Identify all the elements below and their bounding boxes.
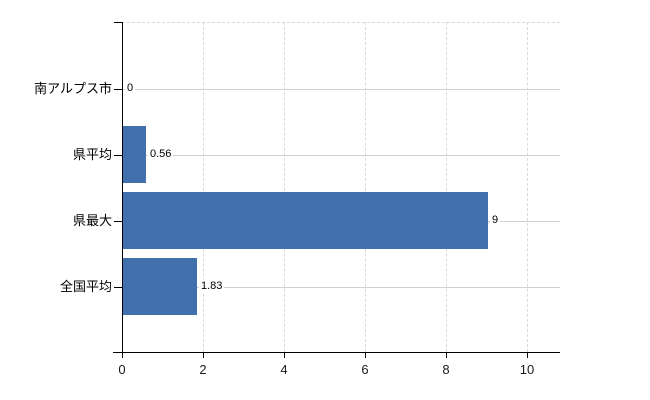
category-label-3: 全国平均 bbox=[59, 279, 112, 294]
y-axis-top-tick bbox=[114, 22, 122, 23]
gridline-x-6 bbox=[365, 22, 366, 352]
value-label-1: 0.56 bbox=[148, 148, 174, 161]
value-label-2: 9 bbox=[490, 214, 501, 227]
gridline-row-0 bbox=[122, 89, 560, 90]
y-tick-1 bbox=[114, 155, 122, 156]
y-tick-0 bbox=[114, 89, 122, 90]
category-label-0: 南アルプス市 bbox=[34, 81, 112, 96]
gridline-x-2 bbox=[203, 22, 204, 352]
gridline-row-1 bbox=[122, 155, 560, 156]
x-tick-6 bbox=[365, 352, 366, 358]
x-tick-10 bbox=[527, 352, 528, 358]
gridline-x-4 bbox=[284, 22, 285, 352]
category-label-2: 県最大 bbox=[72, 213, 112, 228]
x-tick-label-10: 10 bbox=[519, 362, 535, 377]
x-tick-2 bbox=[203, 352, 204, 358]
gridline-row-3 bbox=[122, 287, 560, 288]
category-label-1: 県平均 bbox=[72, 147, 112, 162]
x-axis-line bbox=[113, 352, 560, 353]
x-tick-label-4: 4 bbox=[280, 362, 288, 377]
value-label-3: 1.83 bbox=[199, 280, 225, 293]
x-tick-label-2: 2 bbox=[199, 362, 207, 377]
gridline-x-10 bbox=[527, 22, 528, 352]
x-tick-label-0: 0 bbox=[118, 362, 126, 377]
x-tick-0 bbox=[122, 352, 123, 358]
x-tick-label-6: 6 bbox=[361, 362, 369, 377]
y-tick-2 bbox=[114, 221, 122, 222]
value-label-0: 0 bbox=[125, 82, 136, 95]
gridline-x-8 bbox=[446, 22, 447, 352]
bar-1 bbox=[123, 126, 146, 183]
y-tick-3 bbox=[114, 287, 122, 288]
x-tick-8 bbox=[446, 352, 447, 358]
gridline-top bbox=[122, 22, 560, 23]
x-tick-label-8: 8 bbox=[442, 362, 450, 377]
bar-2 bbox=[123, 192, 488, 249]
y-axis-line bbox=[122, 22, 123, 358]
bar-3 bbox=[123, 258, 197, 315]
x-tick-4 bbox=[284, 352, 285, 358]
